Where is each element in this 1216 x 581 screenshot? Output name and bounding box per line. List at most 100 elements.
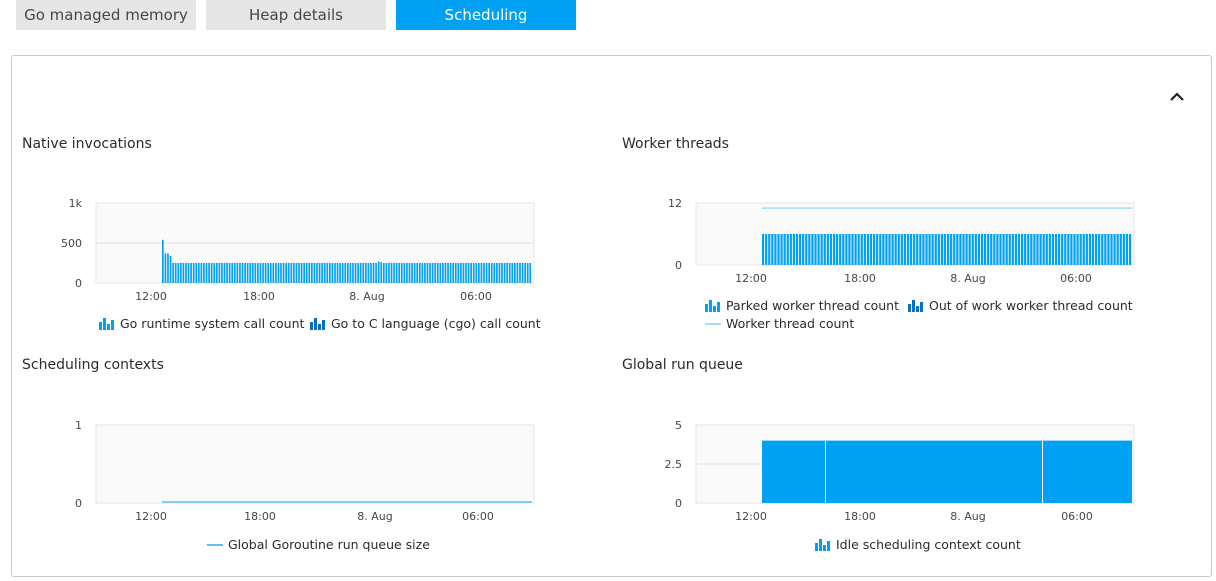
bar	[449, 263, 452, 283]
bar	[808, 234, 811, 265]
tab-go-managed-memory[interactable]: Go managed memory	[16, 0, 196, 30]
bar	[1008, 234, 1011, 265]
x-tick-label: 12:00	[735, 510, 767, 523]
bar	[829, 234, 833, 265]
legend-item-parked[interactable]: Parked worker thread count	[705, 298, 899, 313]
bar	[501, 263, 503, 283]
bar	[290, 263, 293, 283]
bar	[765, 234, 768, 265]
bar	[434, 263, 437, 283]
bar	[943, 234, 947, 265]
bar	[1043, 440, 1132, 503]
bar	[362, 263, 365, 283]
bar	[906, 234, 910, 265]
bar	[1067, 234, 1070, 265]
legend-item-idle-context[interactable]: Idle scheduling context count	[815, 537, 1021, 552]
bar	[167, 253, 169, 283]
bar	[839, 234, 842, 265]
bar	[795, 234, 799, 265]
y-tick-label: 0	[75, 277, 82, 290]
bar	[264, 263, 267, 283]
bar	[1085, 234, 1088, 265]
bar	[277, 263, 280, 283]
bar	[1091, 234, 1095, 265]
bar	[860, 234, 863, 265]
bar	[241, 263, 244, 283]
bar	[845, 234, 848, 265]
bar	[817, 234, 820, 265]
bar	[521, 263, 524, 283]
chart-title-global-run-queue: Global run queue	[622, 357, 743, 373]
y-tick-label: 500	[61, 237, 82, 250]
bar	[1030, 234, 1033, 265]
bar	[1024, 234, 1027, 265]
bar	[783, 234, 786, 265]
bar	[937, 234, 940, 265]
bar	[313, 263, 316, 283]
bar	[836, 234, 839, 265]
bar	[974, 234, 977, 265]
bar	[285, 263, 287, 283]
legend-item-worker-count[interactable]: Worker thread count	[705, 316, 854, 331]
x-tick-label: 18:00	[844, 510, 876, 523]
bar	[1098, 234, 1101, 265]
x-tick-label: 06:00	[462, 510, 494, 523]
y-tick-label: 5	[675, 419, 682, 432]
bar	[305, 263, 308, 283]
legend-label: Parked worker thread count	[726, 298, 899, 313]
bar	[177, 263, 180, 283]
x-tick-label: 12:00	[135, 290, 167, 303]
bar	[490, 263, 493, 283]
y-tick-label: 0	[675, 497, 682, 510]
legend-item-syscall[interactable]: Go runtime system call count	[99, 316, 304, 331]
x-tick-label: 06:00	[1061, 510, 1093, 523]
bar	[894, 234, 897, 265]
bar	[478, 263, 480, 283]
legend-item-out-of-work[interactable]: Out of work worker thread count	[908, 298, 1133, 313]
bar	[439, 263, 442, 283]
x-tick-label: 18:00	[244, 510, 276, 523]
bar	[400, 263, 403, 283]
bar	[910, 234, 913, 265]
tab-scheduling[interactable]: Scheduling	[396, 0, 576, 30]
bar	[820, 234, 823, 265]
bar	[1027, 234, 1030, 265]
bar	[334, 263, 336, 283]
bar	[1079, 234, 1082, 265]
bar	[511, 263, 514, 283]
bar	[298, 263, 300, 283]
tab-heap-details[interactable]: Heap details	[206, 0, 386, 30]
bar	[210, 263, 213, 283]
bar	[257, 263, 259, 283]
bar	[962, 234, 965, 265]
bar	[780, 234, 783, 265]
bar	[426, 263, 429, 283]
legend-item-cgo[interactable]: Go to C language (cgo) call count	[310, 316, 541, 331]
bar-series-icon	[310, 318, 325, 330]
bar	[357, 263, 359, 283]
bar	[287, 263, 290, 283]
bar	[826, 234, 829, 265]
global-run-queue-chart: 5 2.5 0 12:00 18:00 8. Aug 06:00	[665, 419, 1135, 523]
bar	[1119, 234, 1122, 265]
bar	[431, 263, 434, 283]
bar	[172, 263, 174, 283]
bar	[251, 263, 254, 283]
y-tick-label: 2.5	[665, 458, 683, 471]
bar	[1042, 234, 1045, 265]
bar	[762, 440, 825, 503]
collapse-button[interactable]	[1165, 85, 1189, 107]
bar	[416, 263, 419, 283]
bar	[359, 263, 362, 283]
bar	[519, 263, 521, 283]
bar	[272, 263, 275, 283]
x-tick-label: 06:00	[1060, 272, 1092, 285]
legend-item-run-queue-size[interactable]: Global Goroutine run queue size	[207, 537, 430, 552]
chart-title-native-invocations: Native invocations	[22, 136, 152, 152]
bar	[236, 263, 239, 283]
bar	[485, 263, 488, 283]
chart-title-scheduling-contexts: Scheduling contexts	[22, 357, 164, 373]
bar	[1051, 234, 1055, 265]
legend-label: Go to C language (cgo) call count	[331, 316, 541, 331]
bar	[891, 234, 894, 265]
